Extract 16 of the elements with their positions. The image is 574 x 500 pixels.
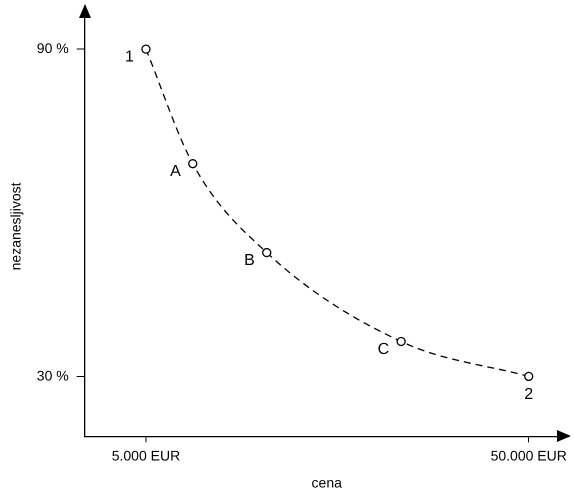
y-tick-label: 90 % bbox=[36, 40, 69, 56]
point bbox=[141, 44, 151, 54]
point bbox=[396, 336, 406, 346]
annotation: C bbox=[378, 340, 390, 358]
y-axis-title: nezanesljivost bbox=[7, 182, 24, 270]
point bbox=[188, 159, 198, 168]
x-axis-title: cena bbox=[312, 474, 342, 490]
x-tick-label: 50.000 EUR bbox=[490, 448, 567, 464]
y-tick-label: 30 % bbox=[36, 367, 69, 384]
annotation: A bbox=[170, 163, 182, 180]
annotation: 2 bbox=[524, 386, 534, 403]
x-tick-label: 5.000 EUR bbox=[112, 448, 180, 464]
annotation: B bbox=[244, 252, 255, 269]
point bbox=[262, 248, 272, 258]
annotation: 1 bbox=[125, 48, 134, 66]
point bbox=[524, 372, 534, 382]
